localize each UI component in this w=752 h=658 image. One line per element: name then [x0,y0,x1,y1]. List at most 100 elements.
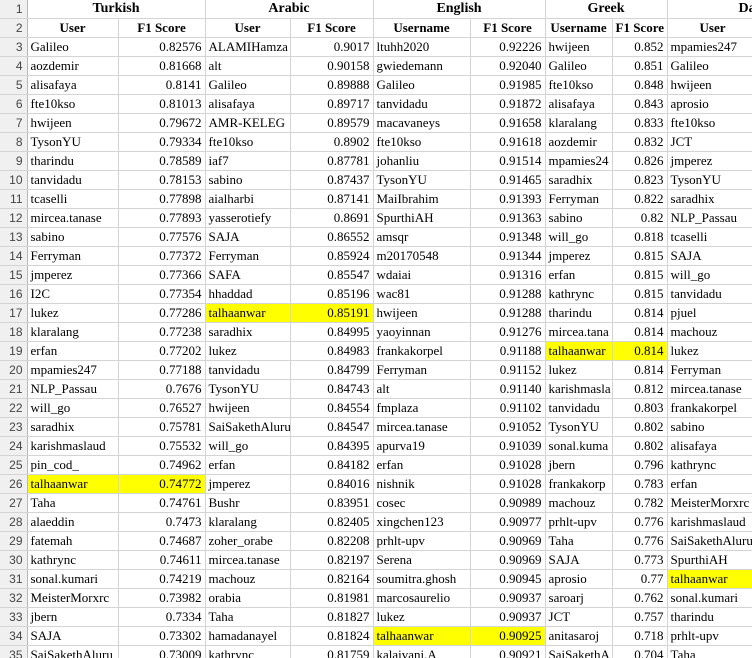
turkish-user-cell[interactable]: sonal.kumari [27,569,119,590]
arabic-score-cell[interactable]: 0.81981 [290,588,374,609]
greek-score-cell[interactable]: 0.814 [612,303,668,324]
turkish-user-cell[interactable]: SaiSakethAluru [27,645,119,658]
greek-user-cell[interactable]: aprosio [545,569,613,590]
english-user-cell[interactable]: fmplaza [373,398,471,419]
english-user-cell[interactable]: frankakorpel [373,341,471,362]
arabic-score-cell[interactable]: 0.8902 [290,132,374,153]
turkish-user-cell[interactable]: NLP_Passau [27,379,119,400]
english-score-cell[interactable]: 0.91393 [470,189,546,210]
danish-user-cell[interactable]: jmperez [667,151,752,172]
english-user-cell[interactable]: talhaanwar [373,626,471,647]
row-number[interactable]: 8 [0,132,28,153]
english-user-cell[interactable]: tanvidadu [373,94,471,115]
arabic-score-cell[interactable]: 0.87781 [290,151,374,172]
turkish-score-cell[interactable]: 0.79672 [118,113,206,134]
greek-user-cell[interactable]: mircea.tana [545,322,613,343]
turkish-score-cell[interactable]: 0.78153 [118,170,206,191]
arabic-user-cell[interactable]: Galileo [205,75,291,96]
arabic-user-cell[interactable]: zoher_orabe [205,531,291,552]
row-number[interactable]: 23 [0,417,28,438]
turkish-user-cell[interactable]: SAJA [27,626,119,647]
turkish-score-cell[interactable]: 0.77286 [118,303,206,324]
english-score-cell[interactable]: 0.91348 [470,227,546,248]
danish-user-cell[interactable]: pjuel [667,303,752,324]
english-score-cell[interactable]: 0.91039 [470,436,546,457]
row-number[interactable]: 31 [0,569,28,590]
turkish-score-cell[interactable]: 0.7473 [118,512,206,533]
greek-user-cell[interactable]: tharindu [545,303,613,324]
turkish-score-cell[interactable]: 0.74772 [118,474,206,495]
column-header-user[interactable]: User [205,18,291,39]
english-score-cell[interactable]: 0.90989 [470,493,546,514]
turkish-user-cell[interactable]: fatemah [27,531,119,552]
english-score-cell[interactable]: 0.91985 [470,75,546,96]
turkish-score-cell[interactable]: 0.74611 [118,550,206,571]
english-user-cell[interactable]: yaoyinnan [373,322,471,343]
turkish-user-cell[interactable]: aozdemir [27,56,119,77]
turkish-score-cell[interactable]: 0.77893 [118,208,206,229]
row-number[interactable]: 19 [0,341,28,362]
row-number[interactable]: 15 [0,265,28,286]
danish-user-cell[interactable]: aprosio [667,94,752,115]
english-score-cell[interactable]: 0.90925 [470,626,546,647]
arabic-score-cell[interactable]: 0.83951 [290,493,374,514]
greek-user-cell[interactable]: Taha [545,531,613,552]
english-user-cell[interactable]: gwiedemann [373,56,471,77]
english-user-cell[interactable]: alt [373,379,471,400]
english-user-cell[interactable]: johanliu [373,151,471,172]
turkish-score-cell[interactable]: 0.73302 [118,626,206,647]
arabic-user-cell[interactable]: talhaanwar [205,303,291,324]
arabic-user-cell[interactable]: saradhix [205,322,291,343]
row-number[interactable]: 5 [0,75,28,96]
greek-score-cell[interactable]: 0.851 [612,56,668,77]
turkish-user-cell[interactable]: jmperez [27,265,119,286]
greek-user-cell[interactable]: JCT [545,607,613,628]
english-user-cell[interactable]: macavaneys [373,113,471,134]
row-number[interactable]: 2 [0,18,28,39]
column-header-user[interactable]: User [27,18,119,39]
arabic-user-cell[interactable]: Bushr [205,493,291,514]
greek-score-cell[interactable]: 0.823 [612,170,668,191]
english-user-cell[interactable]: hwijeen [373,303,471,324]
row-number[interactable]: 16 [0,284,28,305]
greek-user-cell[interactable]: alisafaya [545,94,613,115]
row-number[interactable]: 26 [0,474,28,495]
turkish-user-cell[interactable]: tanvidadu [27,170,119,191]
turkish-score-cell[interactable]: 0.77202 [118,341,206,362]
arabic-score-cell[interactable]: 0.84182 [290,455,374,476]
row-number[interactable]: 30 [0,550,28,571]
greek-score-cell[interactable]: 0.802 [612,436,668,457]
column-header-f1-score[interactable]: F1 Score [290,18,374,39]
english-user-cell[interactable]: prhlt-upv [373,531,471,552]
danish-user-cell[interactable]: SpurthiAH [667,550,752,571]
turkish-score-cell[interactable]: 0.7676 [118,379,206,400]
greek-user-cell[interactable]: will_go [545,227,613,248]
greek-user-cell[interactable]: hwijeen [545,37,613,58]
arabic-user-cell[interactable]: iaf7 [205,151,291,172]
row-number[interactable]: 28 [0,512,28,533]
english-user-cell[interactable]: SpurthiAH [373,208,471,229]
english-score-cell[interactable]: 0.90969 [470,531,546,552]
turkish-user-cell[interactable]: Ferryman [27,246,119,267]
greek-user-cell[interactable]: jbern [545,455,613,476]
greek-user-cell[interactable]: mpamies24 [545,151,613,172]
greek-score-cell[interactable]: 0.782 [612,493,668,514]
arabic-score-cell[interactable]: 0.87437 [290,170,374,191]
greek-score-cell[interactable]: 0.815 [612,284,668,305]
english-user-cell[interactable]: apurva19 [373,436,471,457]
arabic-user-cell[interactable]: will_go [205,436,291,457]
english-score-cell[interactable]: 0.91102 [470,398,546,419]
english-score-cell[interactable]: 0.92226 [470,37,546,58]
english-score-cell[interactable]: 0.90969 [470,550,546,571]
arabic-user-cell[interactable]: TysonYU [205,379,291,400]
row-number[interactable]: 22 [0,398,28,419]
english-score-cell[interactable]: 0.91872 [470,94,546,115]
greek-user-cell[interactable]: saradhix [545,170,613,191]
arabic-user-cell[interactable]: SaiSakethAluru [205,417,291,438]
greek-user-cell[interactable]: lukez [545,360,613,381]
arabic-score-cell[interactable]: 0.81759 [290,645,374,658]
arabic-score-cell[interactable]: 0.84554 [290,398,374,419]
arabic-score-cell[interactable]: 0.84547 [290,417,374,438]
english-user-cell[interactable]: xingchen123 [373,512,471,533]
danish-user-cell[interactable]: sabino [667,417,752,438]
